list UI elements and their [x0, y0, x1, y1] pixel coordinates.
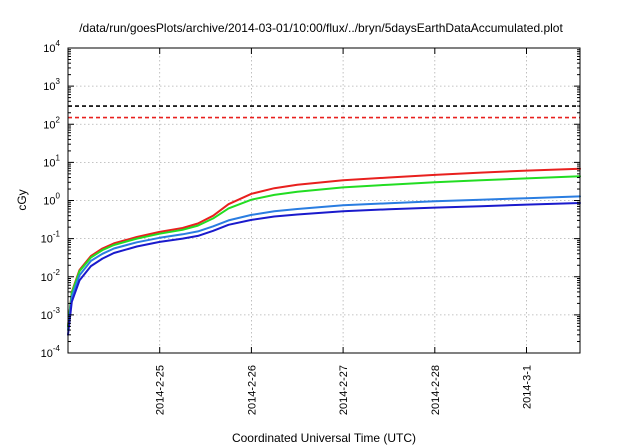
series-line	[67, 195, 581, 331]
y-tick-label: 10-1	[41, 230, 61, 246]
series-line	[67, 175, 581, 328]
series-lines	[67, 167, 581, 336]
y-tick-label: 10-4	[41, 344, 61, 360]
y-tick-label: 100	[43, 192, 60, 208]
x-axis: 2014-2-25 2014-2-26 2014-2-27 2014-2-28 2014…	[155, 48, 534, 415]
series-line	[67, 167, 581, 328]
series-line	[67, 202, 581, 336]
y-tick-label: 103	[43, 77, 60, 93]
threshold-lines	[68, 105, 580, 119]
x-tick-label: 2014-2-26	[246, 365, 258, 415]
x-tick-label: 2014-2-25	[155, 365, 167, 415]
x-tick-label: 2014-2-28	[430, 365, 442, 415]
x-tick-label: 2014-3-1	[522, 365, 534, 409]
grid	[68, 47, 580, 354]
y-axis: 10-4 10-3 10-2 10-1 100 101 102 103 104	[41, 39, 580, 360]
x-axis-label: Coordinated Universal Time (UTC)	[232, 431, 416, 445]
y-tick-label: 102	[43, 115, 60, 131]
y-tick-label: 101	[43, 153, 60, 169]
y-tick-label: 104	[43, 39, 60, 55]
chart-title: /data/run/goesPlots/archive/2014-03-01/1…	[79, 21, 563, 35]
x-tick-label: 2014-2-27	[338, 365, 350, 415]
y-tick-label: 10-2	[41, 268, 61, 284]
y-axis-label: cGy	[15, 189, 29, 210]
y-tick-label: 10-3	[41, 306, 61, 322]
